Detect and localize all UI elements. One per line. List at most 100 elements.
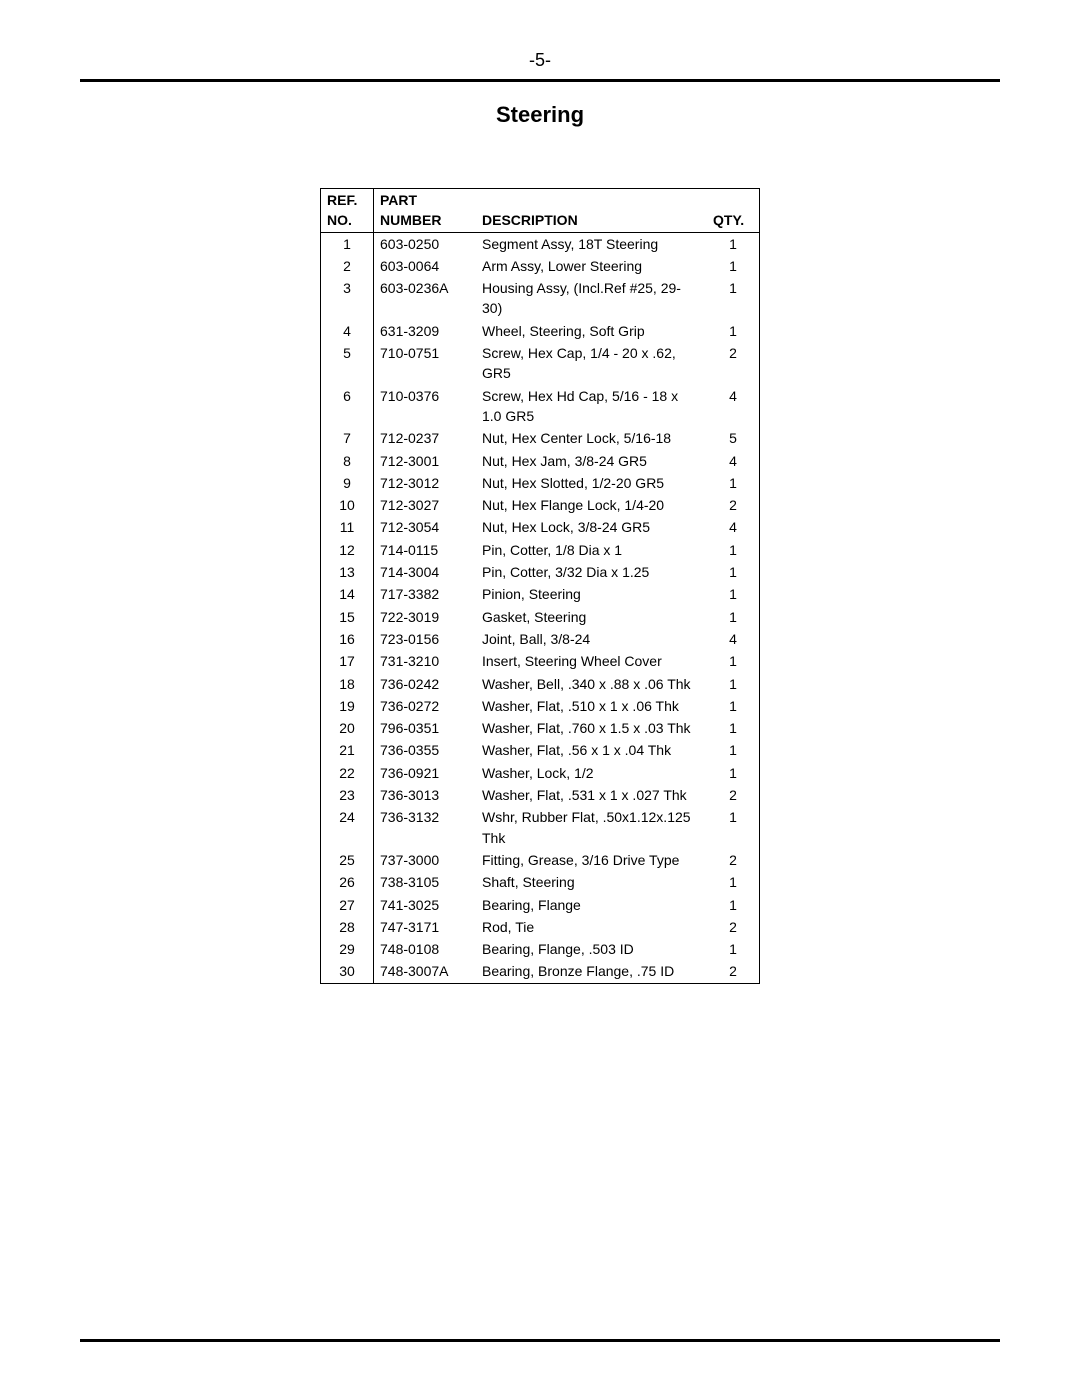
cell-qty: 1 [707,739,760,761]
cell-ref: 17 [321,650,374,672]
cell-description: Pin, Cotter, 1/8 Dia x 1 [476,539,707,561]
cell-description: Fitting, Grease, 3/16 Drive Type [476,849,707,871]
table-row: 2603-0064Arm Assy, Lower Steering1 [321,255,760,277]
cell-part-number: 631-3209 [374,320,477,342]
cell-part-number: 603-0250 [374,232,477,255]
cell-qty: 1 [707,695,760,717]
cell-qty: 1 [707,561,760,583]
cell-description: Washer, Flat, .760 x 1.5 x .03 Thk [476,717,707,739]
cell-qty: 1 [707,539,760,561]
cell-description: Washer, Flat, .56 x 1 x .04 Thk [476,739,707,761]
table-row: 18736-0242Washer, Bell, .340 x .88 x .06… [321,673,760,695]
table-row: 10712-3027Nut, Hex Flange Lock, 1/4-202 [321,494,760,516]
cell-ref: 1 [321,232,374,255]
cell-ref: 7 [321,427,374,449]
header-description-label: DESCRIPTION [482,212,578,228]
cell-ref: 22 [321,762,374,784]
table-row: 30748-3007ABearing, Bronze Flange, .75 I… [321,960,760,983]
table-row: 23736-3013Washer, Flat, .531 x 1 x .027 … [321,784,760,806]
cell-qty: 1 [707,255,760,277]
table-row: 9712-3012Nut, Hex Slotted, 1/2-20 GR51 [321,472,760,494]
cell-qty: 2 [707,342,760,385]
cell-qty: 1 [707,606,760,628]
cell-part-number: 736-0355 [374,739,477,761]
cell-ref: 16 [321,628,374,650]
cell-description: Pin, Cotter, 3/32 Dia x 1.25 [476,561,707,583]
cell-description: Arm Assy, Lower Steering [476,255,707,277]
cell-description: Nut, Hex Flange Lock, 1/4-20 [476,494,707,516]
page-number: -5- [80,50,1000,71]
cell-part-number: 712-3027 [374,494,477,516]
table-row: 22736-0921Washer, Lock, 1/21 [321,762,760,784]
table-row: 15722-3019Gasket, Steering1 [321,606,760,628]
table-header: REF. NO. PART NUMBER DESCRIPTION QTY. [321,189,760,233]
cell-ref: 9 [321,472,374,494]
cell-description: Nut, Hex Lock, 3/8-24 GR5 [476,516,707,538]
cell-description: Insert, Steering Wheel Cover [476,650,707,672]
table-row: 3603-0236AHousing Assy, (Incl.Ref #25, 2… [321,277,760,320]
cell-qty: 2 [707,494,760,516]
cell-qty: 2 [707,784,760,806]
cell-qty: 4 [707,450,760,472]
cell-ref: 29 [321,938,374,960]
cell-description: Nut, Hex Jam, 3/8-24 GR5 [476,450,707,472]
cell-qty: 4 [707,516,760,538]
cell-ref: 8 [321,450,374,472]
cell-part-number: 738-3105 [374,871,477,893]
table-row: 11712-3054Nut, Hex Lock, 3/8-24 GR54 [321,516,760,538]
cell-description: Washer, Bell, .340 x .88 x .06 Thk [476,673,707,695]
cell-part-number: 712-3054 [374,516,477,538]
cell-qty: 4 [707,385,760,428]
cell-ref: 13 [321,561,374,583]
table-row: 14717-3382Pinion, Steering1 [321,583,760,605]
cell-description: Washer, Lock, 1/2 [476,762,707,784]
cell-qty: 5 [707,427,760,449]
header-part-number: PART NUMBER [374,189,477,233]
cell-ref: 6 [321,385,374,428]
cell-part-number: 603-0236A [374,277,477,320]
cell-qty: 1 [707,277,760,320]
page: -5- Steering REF. NO. PART NUMBER DESCRI… [0,0,1080,1397]
cell-qty: 2 [707,916,760,938]
cell-description: Wshr, Rubber Flat, .50x1.12x.125 Thk [476,806,707,849]
cell-part-number: 796-0351 [374,717,477,739]
table-row: 21736-0355Washer, Flat, .56 x 1 x .04 Th… [321,739,760,761]
cell-part-number: 710-0751 [374,342,477,385]
cell-description: Rod, Tie [476,916,707,938]
cell-qty: 2 [707,849,760,871]
cell-description: Bearing, Flange [476,894,707,916]
cell-part-number: 723-0156 [374,628,477,650]
table-row: 13714-3004Pin, Cotter, 3/32 Dia x 1.251 [321,561,760,583]
cell-part-number: 712-0237 [374,427,477,449]
cell-part-number: 736-0921 [374,762,477,784]
table-row: 26738-3105Shaft, Steering1 [321,871,760,893]
parts-table: REF. NO. PART NUMBER DESCRIPTION QTY. 16… [320,188,760,984]
cell-description: Segment Assy, 18T Steering [476,232,707,255]
cell-description: Washer, Flat, .510 x 1 x .06 Thk [476,695,707,717]
table-row: 1603-0250Segment Assy, 18T Steering1 [321,232,760,255]
cell-qty: 1 [707,717,760,739]
cell-part-number: 736-3132 [374,806,477,849]
cell-ref: 28 [321,916,374,938]
cell-part-number: 748-0108 [374,938,477,960]
table-row: 25737-3000Fitting, Grease, 3/16 Drive Ty… [321,849,760,871]
cell-ref: 27 [321,894,374,916]
cell-qty: 1 [707,871,760,893]
cell-qty: 1 [707,894,760,916]
cell-part-number: 714-0115 [374,539,477,561]
header-ref: REF. NO. [321,189,374,233]
cell-qty: 1 [707,472,760,494]
header-qty: QTY. [707,189,760,233]
cell-description: Washer, Flat, .531 x 1 x .027 Thk [476,784,707,806]
cell-ref: 15 [321,606,374,628]
header-ref-line2: NO. [327,212,352,228]
cell-description: Pinion, Steering [476,583,707,605]
cell-description: Housing Assy, (Incl.Ref #25, 29-30) [476,277,707,320]
cell-part-number: 748-3007A [374,960,477,983]
cell-ref: 30 [321,960,374,983]
cell-ref: 10 [321,494,374,516]
cell-ref: 11 [321,516,374,538]
cell-ref: 26 [321,871,374,893]
cell-part-number: 737-3000 [374,849,477,871]
cell-ref: 24 [321,806,374,849]
